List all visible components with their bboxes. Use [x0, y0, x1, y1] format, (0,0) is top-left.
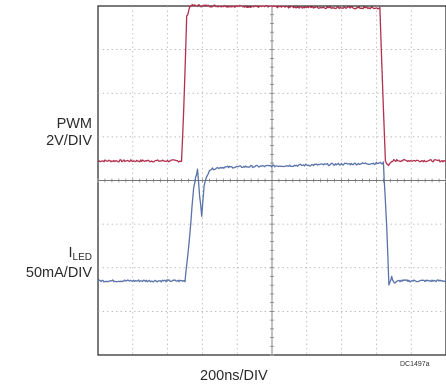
grid: [97, 5, 446, 356]
iled-channel-label: ILED: [40, 245, 92, 263]
pwm-trace: [97, 3, 446, 167]
figure-code: DC1497a: [400, 361, 430, 368]
iled-trace: [97, 161, 446, 286]
time-scale-label: 200ns/DIV: [200, 368, 268, 384]
iled-channel-main: I: [68, 245, 73, 261]
pwm-scale-label: 2V/DIV: [46, 133, 92, 149]
iled-scale-label: 50mA/DIV: [25, 265, 92, 281]
traces: [97, 3, 446, 286]
iled-channel-subscript: LED: [72, 252, 92, 263]
pwm-channel-label: PWM: [56, 116, 92, 132]
